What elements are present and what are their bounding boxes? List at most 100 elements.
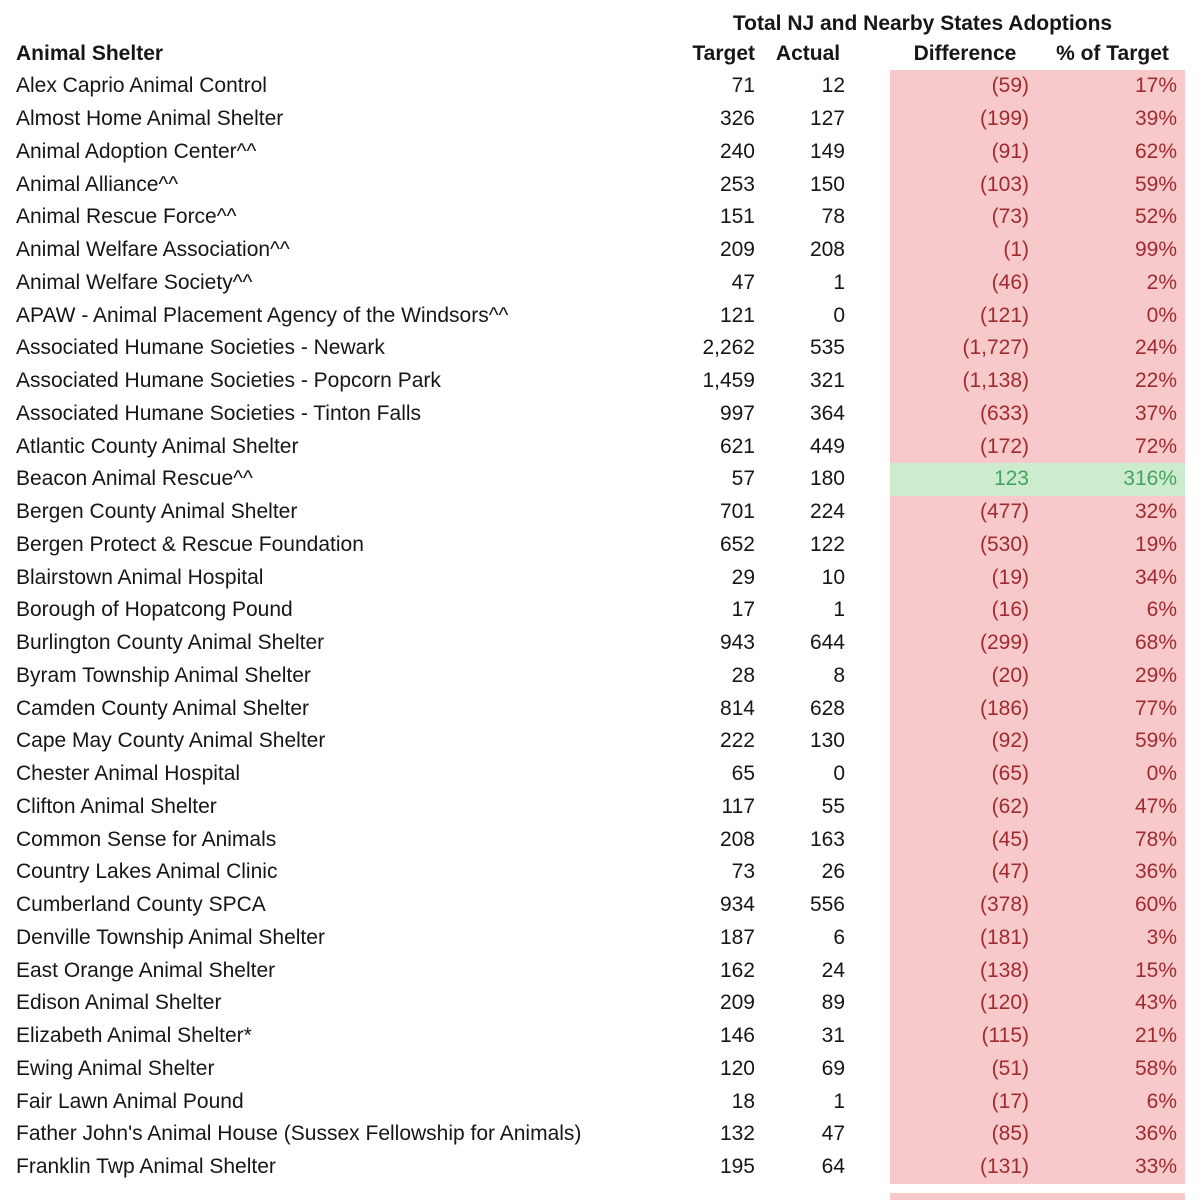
table-row: Animal Rescue Force^^ 151 78 (73) 52% xyxy=(0,201,1185,234)
cell-target: 326 xyxy=(719,107,755,131)
cell-target: 934 xyxy=(719,893,755,917)
cell-shelter-name: Country Lakes Animal Clinic xyxy=(16,860,278,884)
table-row: Animal Alliance^^ 253 150 (103) 59% xyxy=(0,168,1185,201)
header-row: Animal Shelter Target Actual Difference … xyxy=(0,38,1185,70)
table-row: Associated Humane Societies - Popcorn Pa… xyxy=(0,364,1185,398)
cell-actual: 26 xyxy=(821,860,845,884)
table-row: Father John's Animal House (Sussex Fello… xyxy=(0,1118,1185,1151)
cell-spacer xyxy=(853,430,890,463)
cell-target: 240 xyxy=(719,139,755,163)
table-row: APAW - Animal Placement Agency of the Wi… xyxy=(0,299,1185,332)
cell-percent-of-target: 19% xyxy=(1040,528,1185,562)
cell-spacer xyxy=(853,922,890,955)
cell-spacer xyxy=(853,791,890,824)
cell-target: 701 xyxy=(719,500,755,524)
cell-difference: (378) xyxy=(890,888,1040,922)
cell-shelter-name: Animal Alliance^^ xyxy=(16,172,179,196)
cell-actual: 0 xyxy=(833,303,845,327)
table-row: Denville Township Animal Shelter 187 6 (181… xyxy=(0,921,1185,955)
cell-shelter-name: Blairstown Animal Hospital xyxy=(16,565,264,589)
cell-target: 621 xyxy=(719,434,755,458)
cell-target: 195 xyxy=(719,1155,755,1179)
cell-difference: (633) xyxy=(890,397,1040,431)
cell-percent-of-target: 39% xyxy=(1040,102,1185,136)
cell-shelter-name: Common Sense for Animals xyxy=(16,827,277,851)
cell-target: 253 xyxy=(719,172,755,196)
table-row: Animal Adoption Center^^ 240 149 (91) 62% xyxy=(0,135,1185,169)
cell-target: 18 xyxy=(731,1089,755,1113)
cell-spacer xyxy=(853,398,890,431)
column-header-target: Target xyxy=(692,42,755,65)
cell-difference: (477) xyxy=(890,495,1040,529)
cell-difference: (62) xyxy=(890,790,1040,824)
cell-shelter-name: APAW - Animal Placement Agency of the Wi… xyxy=(16,303,509,327)
cell-target: 121 xyxy=(719,303,755,327)
cell-percent-of-target: 43% xyxy=(1040,987,1185,1020)
cell-shelter-name: Edison Animal Shelter xyxy=(16,991,222,1015)
cell-actual: 150 xyxy=(809,172,845,196)
table-row: Edison Animal Shelter 209 89 (120) 43% xyxy=(0,987,1185,1020)
cell-difference: (299) xyxy=(890,626,1040,660)
cell-spacer xyxy=(853,267,890,300)
cell-difference: (1,727) xyxy=(890,332,1040,365)
cell-shelter-name: Chester Animal Hospital xyxy=(16,762,241,786)
cell-difference: (19) xyxy=(890,561,1040,594)
column-header-difference: Difference xyxy=(913,42,1017,65)
cell-spacer xyxy=(853,463,890,496)
cell-actual: 1 xyxy=(833,270,845,294)
cell-percent-of-target: 68% xyxy=(1040,626,1185,660)
cell-spacer xyxy=(853,725,890,758)
cell-percent-of-target: 32% xyxy=(1040,495,1185,529)
cell-actual: 644 xyxy=(809,631,845,655)
cell-shelter-name: Bergen County Animal Shelter xyxy=(16,500,298,524)
cell-actual: 6 xyxy=(833,925,845,949)
cell-difference: (181) xyxy=(890,921,1040,955)
cell-spacer xyxy=(853,987,890,1020)
cell-difference: (92) xyxy=(890,725,1040,758)
cell-difference: (65) xyxy=(890,757,1040,791)
cell-spacer xyxy=(853,856,890,889)
cell-target: 1,459 xyxy=(702,369,755,393)
cell-percent-of-target: 33% xyxy=(1040,1150,1185,1184)
cell-target: 814 xyxy=(719,696,755,720)
cell-shelter-name: Beacon Animal Rescue^^ xyxy=(16,467,253,491)
cell-actual: 556 xyxy=(809,893,845,917)
cell-actual: 163 xyxy=(809,827,845,851)
cell-difference: 123 xyxy=(890,463,1040,496)
cell-shelter-name: Elizabeth Animal Shelter* xyxy=(16,1024,252,1048)
table-row: Atlantic County Animal Shelter 621 449 (172… xyxy=(0,430,1185,463)
table-row: Cumberland County SPCA 934 556 (378) 60% xyxy=(0,888,1185,922)
cell-percent-of-target: 24% xyxy=(1040,332,1185,365)
cell-percent-of-target: 15% xyxy=(1040,954,1185,987)
cell-difference: (138) xyxy=(890,954,1040,987)
cell-percent-of-target: 6% xyxy=(1040,594,1185,627)
cell-shelter-name: Atlantic County Animal Shelter xyxy=(16,434,299,458)
cell-percent-of-target: 0% xyxy=(1040,299,1185,332)
cell-actual: 69 xyxy=(821,1056,845,1080)
cell-shelter-name: Denville Township Animal Shelter xyxy=(16,925,325,949)
cell-percent-of-target: 47% xyxy=(1040,790,1185,824)
cell-target: 17 xyxy=(731,598,755,622)
cell-actual: 127 xyxy=(809,107,845,131)
cell-actual: 449 xyxy=(809,434,845,458)
cell-actual: 12 xyxy=(821,74,845,98)
table-row: Bergen Protect & Rescue Foundation 652 122… xyxy=(0,528,1185,562)
cell-difference: (131) xyxy=(890,1150,1040,1184)
cell-spacer xyxy=(853,136,890,169)
cell-percent-of-target: 2% xyxy=(1040,266,1185,300)
cell-percent-of-target: 6% xyxy=(1040,1085,1185,1118)
cell-spacer xyxy=(853,660,890,693)
cell-target: 47 xyxy=(731,270,755,294)
cell-percent-of-target: 316% xyxy=(1040,463,1185,496)
cell-percent-of-target: 0% xyxy=(1040,757,1185,791)
table-row: Clifton Animal Shelter 117 55 (62) 47% xyxy=(0,790,1185,824)
cell-spacer xyxy=(853,1151,890,1184)
cell-shelter-name: Burlington County Animal Shelter xyxy=(16,631,325,655)
cell-percent-of-target: 58% xyxy=(1040,1052,1185,1086)
cell-shelter-name: Alex Caprio Animal Control xyxy=(16,74,267,98)
cell-target: 997 xyxy=(719,401,755,425)
table-row: Burlington County Animal Shelter 943 644 (2… xyxy=(0,626,1185,660)
table-row: Beacon Animal Rescue^^ 57 180 123 316% xyxy=(0,463,1185,496)
table-row: Almost Home Animal Shelter 326 127 (199) 39% xyxy=(0,102,1185,136)
cell-spacer xyxy=(853,889,890,922)
